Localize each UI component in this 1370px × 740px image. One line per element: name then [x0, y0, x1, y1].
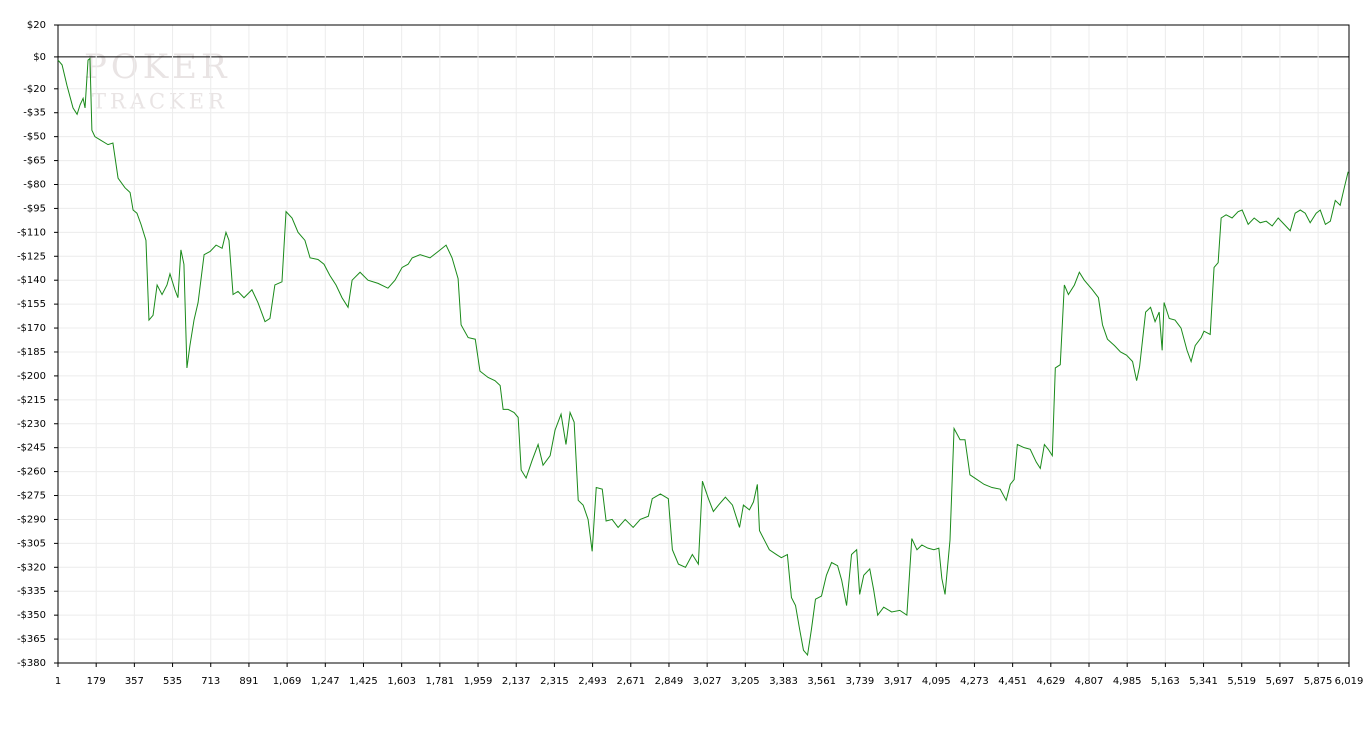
y-tick-label: -$20 [23, 84, 46, 95]
y-tick-label: -$335 [17, 586, 46, 597]
x-tick-label: 5,519 [1227, 676, 1256, 687]
x-tick-label: 2,493 [578, 676, 607, 687]
y-tick-label: -$170 [17, 323, 46, 334]
y-tick-label: -$50 [23, 132, 46, 143]
x-tick-label: 2,137 [502, 676, 531, 687]
x-tick-label: 4,451 [998, 676, 1027, 687]
plot-frame [57, 24, 1350, 664]
y-tick-label: -$80 [23, 180, 46, 191]
x-tick-label: 179 [87, 676, 106, 687]
y-tick-label: -$305 [17, 538, 46, 549]
y-tick-label: -$290 [17, 514, 46, 525]
x-tick-label: 1,959 [464, 676, 493, 687]
x-tick-label: 2,315 [540, 676, 569, 687]
x-tick-label: 5,875 [1304, 676, 1333, 687]
x-tick-label: 5,163 [1151, 676, 1180, 687]
x-tick-label: 891 [239, 676, 258, 687]
x-tick-label: 1,247 [311, 676, 340, 687]
y-tick-label: -$350 [17, 610, 46, 621]
x-tick-label: 3,205 [731, 676, 760, 687]
watermark: TRACKER [92, 90, 228, 114]
y-tick-label: -$155 [17, 299, 46, 310]
x-tick-label: 2,849 [655, 676, 684, 687]
y-tick-label: -$200 [17, 371, 46, 382]
x-tick-label: 713 [201, 676, 220, 687]
x-tick-label: 3,917 [884, 676, 913, 687]
x-tick-label: 4,985 [1113, 676, 1142, 687]
x-tick-label: 1,425 [349, 676, 378, 687]
y-tick-label: -$35 [23, 108, 46, 119]
data-line [57, 57, 1349, 657]
x-tick-label: 6,019 [1335, 676, 1364, 687]
x-tick-label: 3,739 [846, 676, 875, 687]
x-tick-label: 5,697 [1266, 676, 1295, 687]
x-tick-label: 4,273 [960, 676, 989, 687]
x-tick-label: 535 [163, 676, 182, 687]
y-tick-label: -$140 [17, 275, 46, 286]
x-tick-label: 2,671 [616, 676, 645, 687]
watermark: POKER [84, 47, 231, 87]
x-tick-label: 3,027 [693, 676, 722, 687]
x-tick-label: 4,807 [1075, 676, 1104, 687]
x-tick-label: 4,095 [922, 676, 951, 687]
x-tick-label: 3,561 [807, 676, 836, 687]
x-tick-label: 1,781 [426, 676, 455, 687]
y-tick-label: -$230 [17, 419, 46, 430]
y-tick-label: -$95 [23, 203, 46, 214]
y-tick-label: -$275 [17, 491, 46, 502]
y-tick-label: -$380 [17, 658, 46, 669]
x-tick-label: 1 [55, 676, 61, 687]
x-tick-label: 4,629 [1036, 676, 1065, 687]
y-tick-label: $20 [27, 20, 46, 31]
y-tick-label: -$320 [17, 562, 46, 573]
x-tick-label: 3,383 [769, 676, 798, 687]
y-tick-label: -$110 [17, 227, 46, 238]
y-tick-label: -$245 [17, 443, 46, 454]
y-tick-label: -$260 [17, 467, 46, 478]
y-tick-label: -$215 [17, 395, 46, 406]
y-tick-label: -$185 [17, 347, 46, 358]
x-tick-label: 1,069 [273, 676, 302, 687]
y-tick-label: $0 [33, 52, 46, 63]
x-tick-label: 357 [125, 676, 144, 687]
x-tick-label: 5,341 [1189, 676, 1218, 687]
y-tick-label: -$365 [17, 634, 46, 645]
x-tick-label: 1,603 [387, 676, 416, 687]
y-tick-label: -$65 [23, 156, 46, 167]
y-tick-label: -$125 [17, 251, 46, 262]
